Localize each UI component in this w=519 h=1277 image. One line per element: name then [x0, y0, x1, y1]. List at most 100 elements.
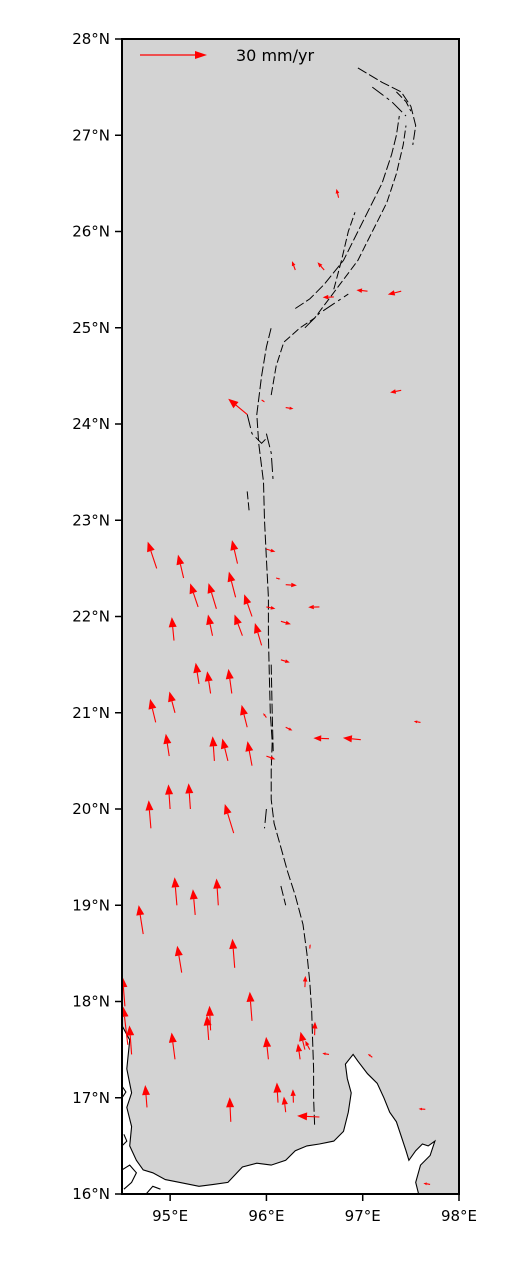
velocity-vector: [148, 698, 157, 723]
velocity-vector: [418, 1107, 426, 1111]
velocity-vector: [209, 736, 218, 761]
velocity-vector-head: [263, 713, 266, 716]
velocity-vector: [367, 1054, 373, 1058]
velocity-vector-shaft: [361, 290, 368, 292]
velocity-vector-shaft: [192, 592, 199, 608]
velocity-vector-shaft: [237, 623, 243, 636]
velocity-vector-shaft: [171, 701, 176, 713]
velocity-vector: [273, 1082, 282, 1103]
velocity-vector-shaft: [426, 1183, 431, 1185]
velocity-vector-head: [223, 804, 232, 815]
velocity-vector-head: [312, 1021, 318, 1029]
velocity-vector: [387, 290, 402, 296]
velocity-vector: [227, 571, 237, 598]
velocity-vector-head: [193, 662, 202, 674]
velocity-vector: [266, 755, 276, 760]
velocity-vector: [280, 659, 290, 663]
velocity-vector-shaft: [224, 748, 229, 762]
legend-label: 30 mm/yr: [236, 46, 314, 65]
velocity-vector: [309, 944, 311, 949]
x-tick-label: 97°E: [345, 1207, 381, 1225]
velocity-vector-shaft: [148, 810, 152, 829]
velocity-vector: [220, 738, 229, 762]
velocity-vector-shaft: [336, 193, 340, 198]
velocity-vector-shaft: [325, 1053, 330, 1055]
velocity-vector: [356, 288, 368, 293]
fault-trace: [280, 885, 287, 906]
velocity-vector-shaft: [369, 1055, 373, 1058]
velocity-vector: [261, 399, 265, 403]
velocity-vector: [168, 1032, 177, 1060]
x-tick-label: 95°E: [152, 1207, 188, 1225]
velocity-vector-head: [367, 1054, 371, 1057]
velocity-vector-head: [356, 288, 363, 293]
velocity-vector: [193, 662, 202, 684]
velocity-vector: [312, 1021, 318, 1036]
velocity-vector-shaft: [306, 1115, 320, 1118]
velocity-vector-head: [285, 620, 291, 625]
velocity-vector-shaft: [275, 577, 279, 580]
coastline-segment: [145, 1185, 161, 1194]
velocity-vector-head: [245, 741, 254, 752]
velocity-vector-head: [204, 671, 213, 682]
velocity-vector: [228, 398, 248, 415]
x-tick-label: 96°E: [248, 1207, 284, 1225]
fault-trace: [357, 67, 417, 145]
velocity-vector: [246, 991, 255, 1021]
velocity-vector: [423, 1182, 431, 1186]
velocity-vector-shaft: [302, 1040, 306, 1050]
velocity-vector-shaft: [395, 389, 402, 392]
velocity-vector-shaft: [122, 987, 126, 1007]
velocity-vector: [308, 604, 320, 610]
velocity-vector-shaft: [266, 755, 272, 759]
fault-trace: [246, 414, 267, 445]
velocity-vector-shaft: [216, 888, 219, 906]
velocity-vector-shaft: [166, 743, 170, 757]
fault-trace: [256, 327, 316, 1125]
velocity-vector-head: [262, 400, 265, 403]
velocity-vector-head: [234, 614, 242, 626]
velocity-vector-shaft: [168, 794, 171, 810]
y-tick-label: 19°N: [72, 896, 110, 914]
x-tick-label: 98°E: [441, 1207, 477, 1225]
fault-trace: [295, 115, 400, 309]
velocity-vector: [413, 720, 421, 724]
velocity-vector: [147, 541, 158, 569]
velocity-vector-layer: [122, 188, 431, 1186]
velocity-vector: [285, 726, 293, 731]
velocity-vector-shaft: [320, 265, 325, 271]
velocity-vector-shaft: [208, 681, 212, 694]
velocity-vector-head: [189, 583, 198, 595]
velocity-vector-shaft: [139, 914, 144, 935]
velocity-vector-head: [418, 1107, 422, 1111]
velocity-vector-shaft: [266, 606, 272, 609]
velocity-vector: [145, 800, 154, 829]
coastline-segment: [122, 1025, 436, 1194]
velocity-vector-shaft: [172, 1042, 176, 1060]
velocity-vector: [122, 1006, 129, 1045]
coastline-segment: [122, 1164, 138, 1190]
velocity-vector-shaft: [207, 1025, 210, 1041]
velocity-vector-head: [185, 783, 194, 794]
velocity-vector: [305, 1040, 311, 1050]
map-content: [122, 67, 459, 1194]
velocity-vector: [266, 606, 276, 610]
coastline-segment: [122, 1134, 128, 1147]
velocity-vector-shaft: [229, 1107, 232, 1122]
velocity-vector-head: [263, 1036, 272, 1048]
fault-trace: [396, 91, 412, 112]
fault-trace: [264, 808, 267, 829]
velocity-vector-head: [126, 1025, 135, 1036]
velocity-vector-shaft: [285, 726, 290, 730]
velocity-vector: [390, 389, 402, 394]
velocity-vector: [263, 713, 267, 718]
velocity-vector-shaft: [172, 627, 175, 641]
velocity-vector-head: [213, 878, 222, 889]
velocity-vector-head: [145, 800, 154, 811]
velocity-vector-head: [147, 541, 155, 553]
velocity-vector-shaft: [232, 948, 236, 968]
velocity-vector: [240, 704, 248, 728]
velocity-vector-head: [335, 188, 340, 194]
velocity-vector-shaft: [196, 672, 200, 684]
